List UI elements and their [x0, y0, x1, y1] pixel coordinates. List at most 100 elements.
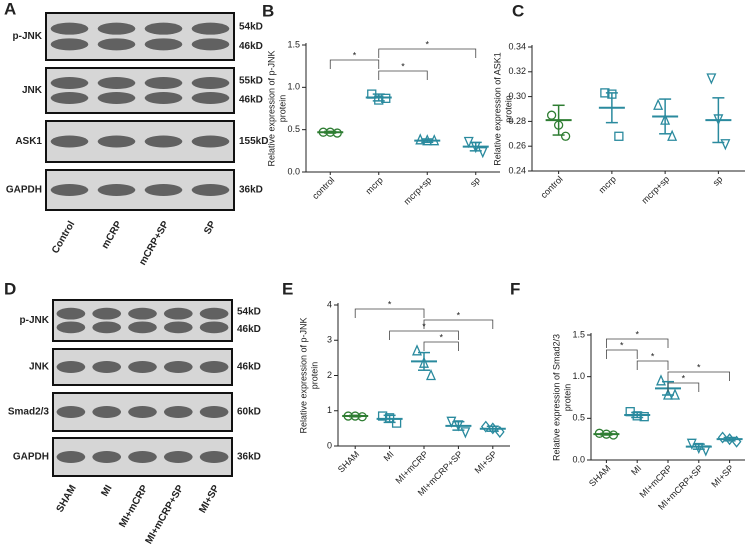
x-tick-label: control: [310, 175, 336, 201]
significance-label: *: [620, 340, 624, 350]
x-tick-label: SHAM: [587, 463, 612, 488]
blot-size-label: 54kD: [237, 306, 261, 317]
blot-band: [92, 451, 122, 463]
panel-letter: B: [262, 1, 274, 20]
y-tick-label: 0: [327, 440, 332, 450]
y-tick-label: 0.0: [287, 166, 300, 176]
blot-frame: [45, 12, 235, 61]
blot-band: [191, 77, 230, 89]
data-point: [717, 431, 728, 444]
significance-label: *: [635, 329, 639, 339]
significance-bracket: [354, 308, 425, 318]
blot-band: [128, 406, 157, 418]
blot-band: [50, 38, 89, 51]
y-tick-label: 1: [327, 405, 332, 415]
blot-band: [191, 184, 230, 196]
blot-row-label: ASK1: [15, 136, 42, 147]
lane-label: mCRP: [100, 219, 125, 251]
y-tick-label: 1.0: [572, 371, 585, 381]
significance-bracket: [378, 48, 477, 58]
panel-letter: E: [282, 279, 293, 298]
y-axis-label: protein: [562, 384, 572, 412]
blot-size-label: 54kD: [239, 21, 263, 32]
lane-label: MI+SP: [197, 483, 222, 515]
blot-band: [50, 92, 89, 104]
blot-band: [191, 38, 230, 51]
blot-band: [191, 135, 230, 148]
y-axis-label: Relative expression of p-JNK: [266, 50, 276, 166]
blot-band: [199, 451, 229, 463]
y-tick-label: 0.34: [508, 41, 526, 51]
data-point: [477, 147, 488, 159]
panel-letter: F: [510, 279, 520, 298]
blot-frame: [45, 67, 235, 114]
significance-label: *: [439, 332, 443, 342]
y-tick-label: 0.28: [508, 116, 526, 126]
y-axis-label: Relative expression of p-JNK: [298, 317, 308, 433]
lane-label: SP: [202, 219, 218, 236]
x-tick-label: sp: [711, 174, 725, 188]
y-tick-label: 1.0: [287, 82, 300, 92]
data-point: [667, 129, 678, 141]
lane-label: mCRP+SP: [137, 219, 171, 267]
blot-band: [97, 22, 136, 35]
blot-band: [92, 321, 122, 334]
blot-band: [144, 92, 183, 104]
data-point: [494, 425, 505, 438]
y-axis-label: protein: [277, 95, 287, 123]
blot-band: [163, 321, 193, 334]
blot-band: [50, 184, 89, 196]
blot-band: [199, 321, 229, 334]
blot-band: [199, 307, 229, 320]
significance-bracket: [606, 338, 669, 348]
significance-bracket: [667, 371, 730, 381]
lane-label: SHAM: [55, 483, 79, 514]
blot-size-label: 60kD: [237, 407, 261, 418]
data-point: [480, 420, 491, 433]
blot-band: [50, 22, 89, 35]
blot-band: [50, 135, 89, 148]
x-tick-label: SHAM: [336, 449, 361, 474]
significance-label: *: [651, 351, 655, 361]
y-tick-label: 0.30: [508, 91, 526, 101]
significance-label: *: [425, 39, 429, 49]
y-tick-label: 0.32: [508, 66, 526, 76]
blot-size-label: 155kD: [239, 136, 268, 147]
blot-band: [128, 307, 157, 320]
blot-band: [163, 406, 193, 418]
data-point: [653, 98, 664, 110]
blot-size-label: 46kD: [239, 95, 263, 106]
significance-label: *: [457, 310, 461, 320]
blot-band: [50, 77, 89, 89]
significance-bracket: [389, 330, 459, 340]
x-tick-label: mcrp: [597, 174, 618, 195]
blot-band: [144, 77, 183, 89]
x-tick-label: control: [539, 174, 565, 200]
blot-band: [163, 307, 193, 320]
lane-label: Control: [50, 219, 77, 255]
y-axis-label: protein: [503, 95, 513, 123]
blot-size-label: 55kD: [239, 76, 263, 87]
significance-label: *: [682, 373, 686, 383]
data-point: [546, 110, 557, 120]
significance-bracket: [423, 341, 459, 351]
significance-bracket: [329, 59, 380, 69]
data-point: [560, 131, 571, 141]
x-tick-label: MI+SP: [473, 449, 499, 475]
blot-band: [97, 92, 136, 104]
blot-band: [191, 22, 230, 35]
blot-band: [56, 321, 86, 334]
blot-row-label: p-JNK: [20, 315, 50, 326]
blot-size-label: 46kD: [237, 362, 261, 373]
blot-band: [97, 38, 136, 51]
significance-bracket: [636, 360, 669, 370]
y-tick-label: 0.5: [572, 413, 585, 423]
blot-size-label: 46kD: [237, 324, 261, 335]
x-tick-label: mcrp+sp: [640, 174, 672, 206]
lane-label: MI+mCRP+SP: [144, 483, 187, 546]
x-tick-label: sp: [468, 175, 482, 189]
blot-band: [199, 406, 229, 418]
data-point: [655, 374, 667, 386]
significance-bracket: [423, 319, 494, 329]
y-axis-label: Relative expression of ASK1: [492, 52, 502, 166]
